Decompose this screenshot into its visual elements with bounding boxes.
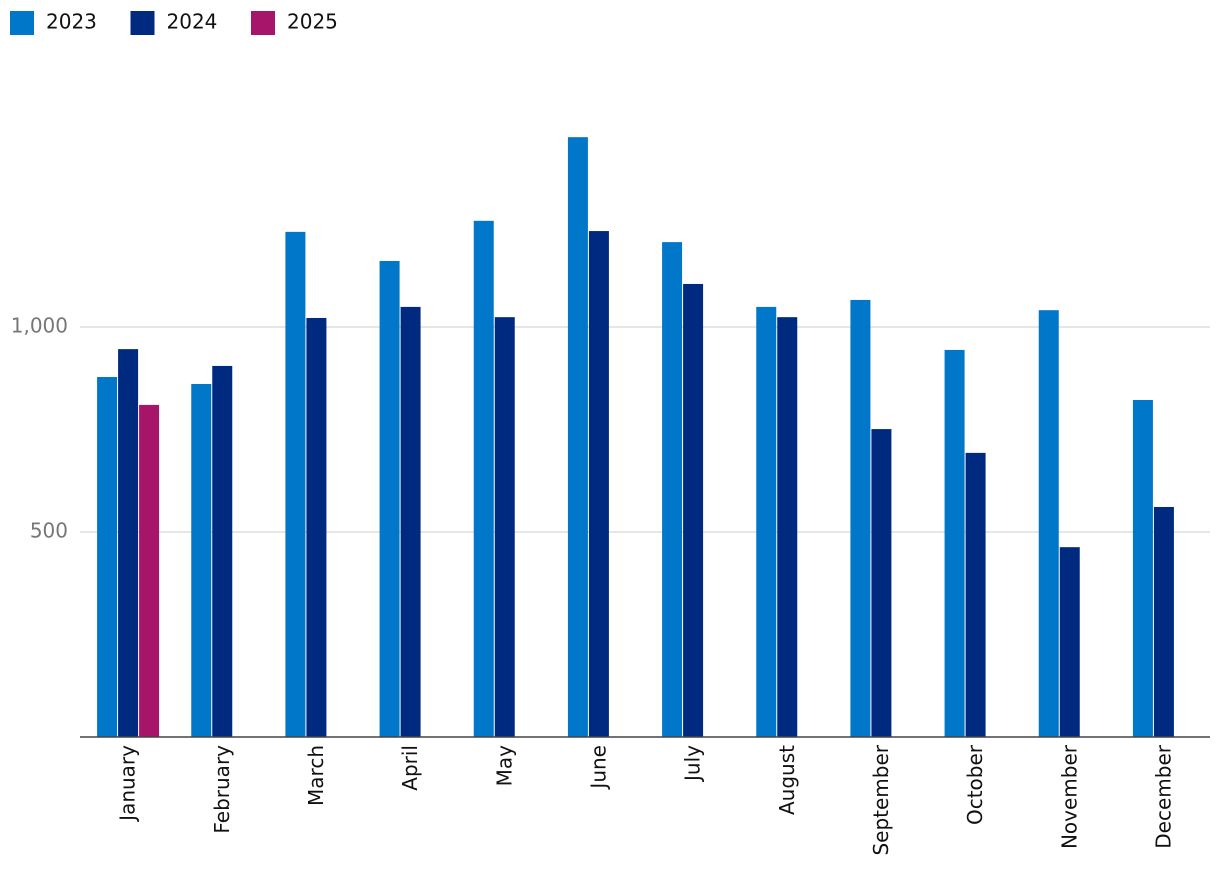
bar xyxy=(588,231,609,737)
x-tick-label: March xyxy=(304,745,328,806)
bar xyxy=(1132,399,1153,737)
legend-swatch xyxy=(251,11,275,35)
bar xyxy=(212,365,233,737)
x-tick-label: June xyxy=(586,745,610,791)
bar xyxy=(1038,310,1059,737)
legend-label: 2023 xyxy=(46,10,97,34)
x-tick-label: July xyxy=(681,745,705,783)
x-tick-label: May xyxy=(492,745,516,787)
bar xyxy=(1153,506,1174,737)
x-tick-label: August xyxy=(775,745,799,815)
bar xyxy=(379,260,400,737)
y-tick-label: 500 xyxy=(30,519,68,543)
legend-label: 2024 xyxy=(167,10,218,34)
bar xyxy=(965,452,986,737)
x-tick-label: January xyxy=(116,745,140,823)
bar xyxy=(191,383,212,737)
x-tick-label: February xyxy=(210,745,234,834)
bar xyxy=(683,283,704,737)
bar xyxy=(306,317,327,737)
legend-label: 2025 xyxy=(287,10,338,34)
bar xyxy=(944,349,965,737)
bar xyxy=(756,306,777,737)
bar xyxy=(400,306,421,737)
legend-swatch xyxy=(10,11,34,35)
y-tick-label: 1,000 xyxy=(11,314,68,338)
x-tick-label: December xyxy=(1151,744,1175,848)
bar xyxy=(118,349,139,737)
bar xyxy=(567,137,588,738)
x-tick-label: April xyxy=(398,745,422,791)
bar xyxy=(494,317,515,737)
x-tick-label: October xyxy=(963,744,987,825)
bar xyxy=(97,377,118,737)
bar xyxy=(1059,547,1080,737)
bar xyxy=(777,317,798,737)
bar xyxy=(850,299,871,737)
x-tick-label: September xyxy=(869,744,893,855)
bar xyxy=(285,231,306,737)
x-tick-label: November xyxy=(1057,744,1081,849)
bar xyxy=(473,220,494,737)
bar xyxy=(662,242,683,737)
bar xyxy=(139,404,160,737)
bar xyxy=(871,429,892,737)
legend-swatch xyxy=(130,11,155,35)
